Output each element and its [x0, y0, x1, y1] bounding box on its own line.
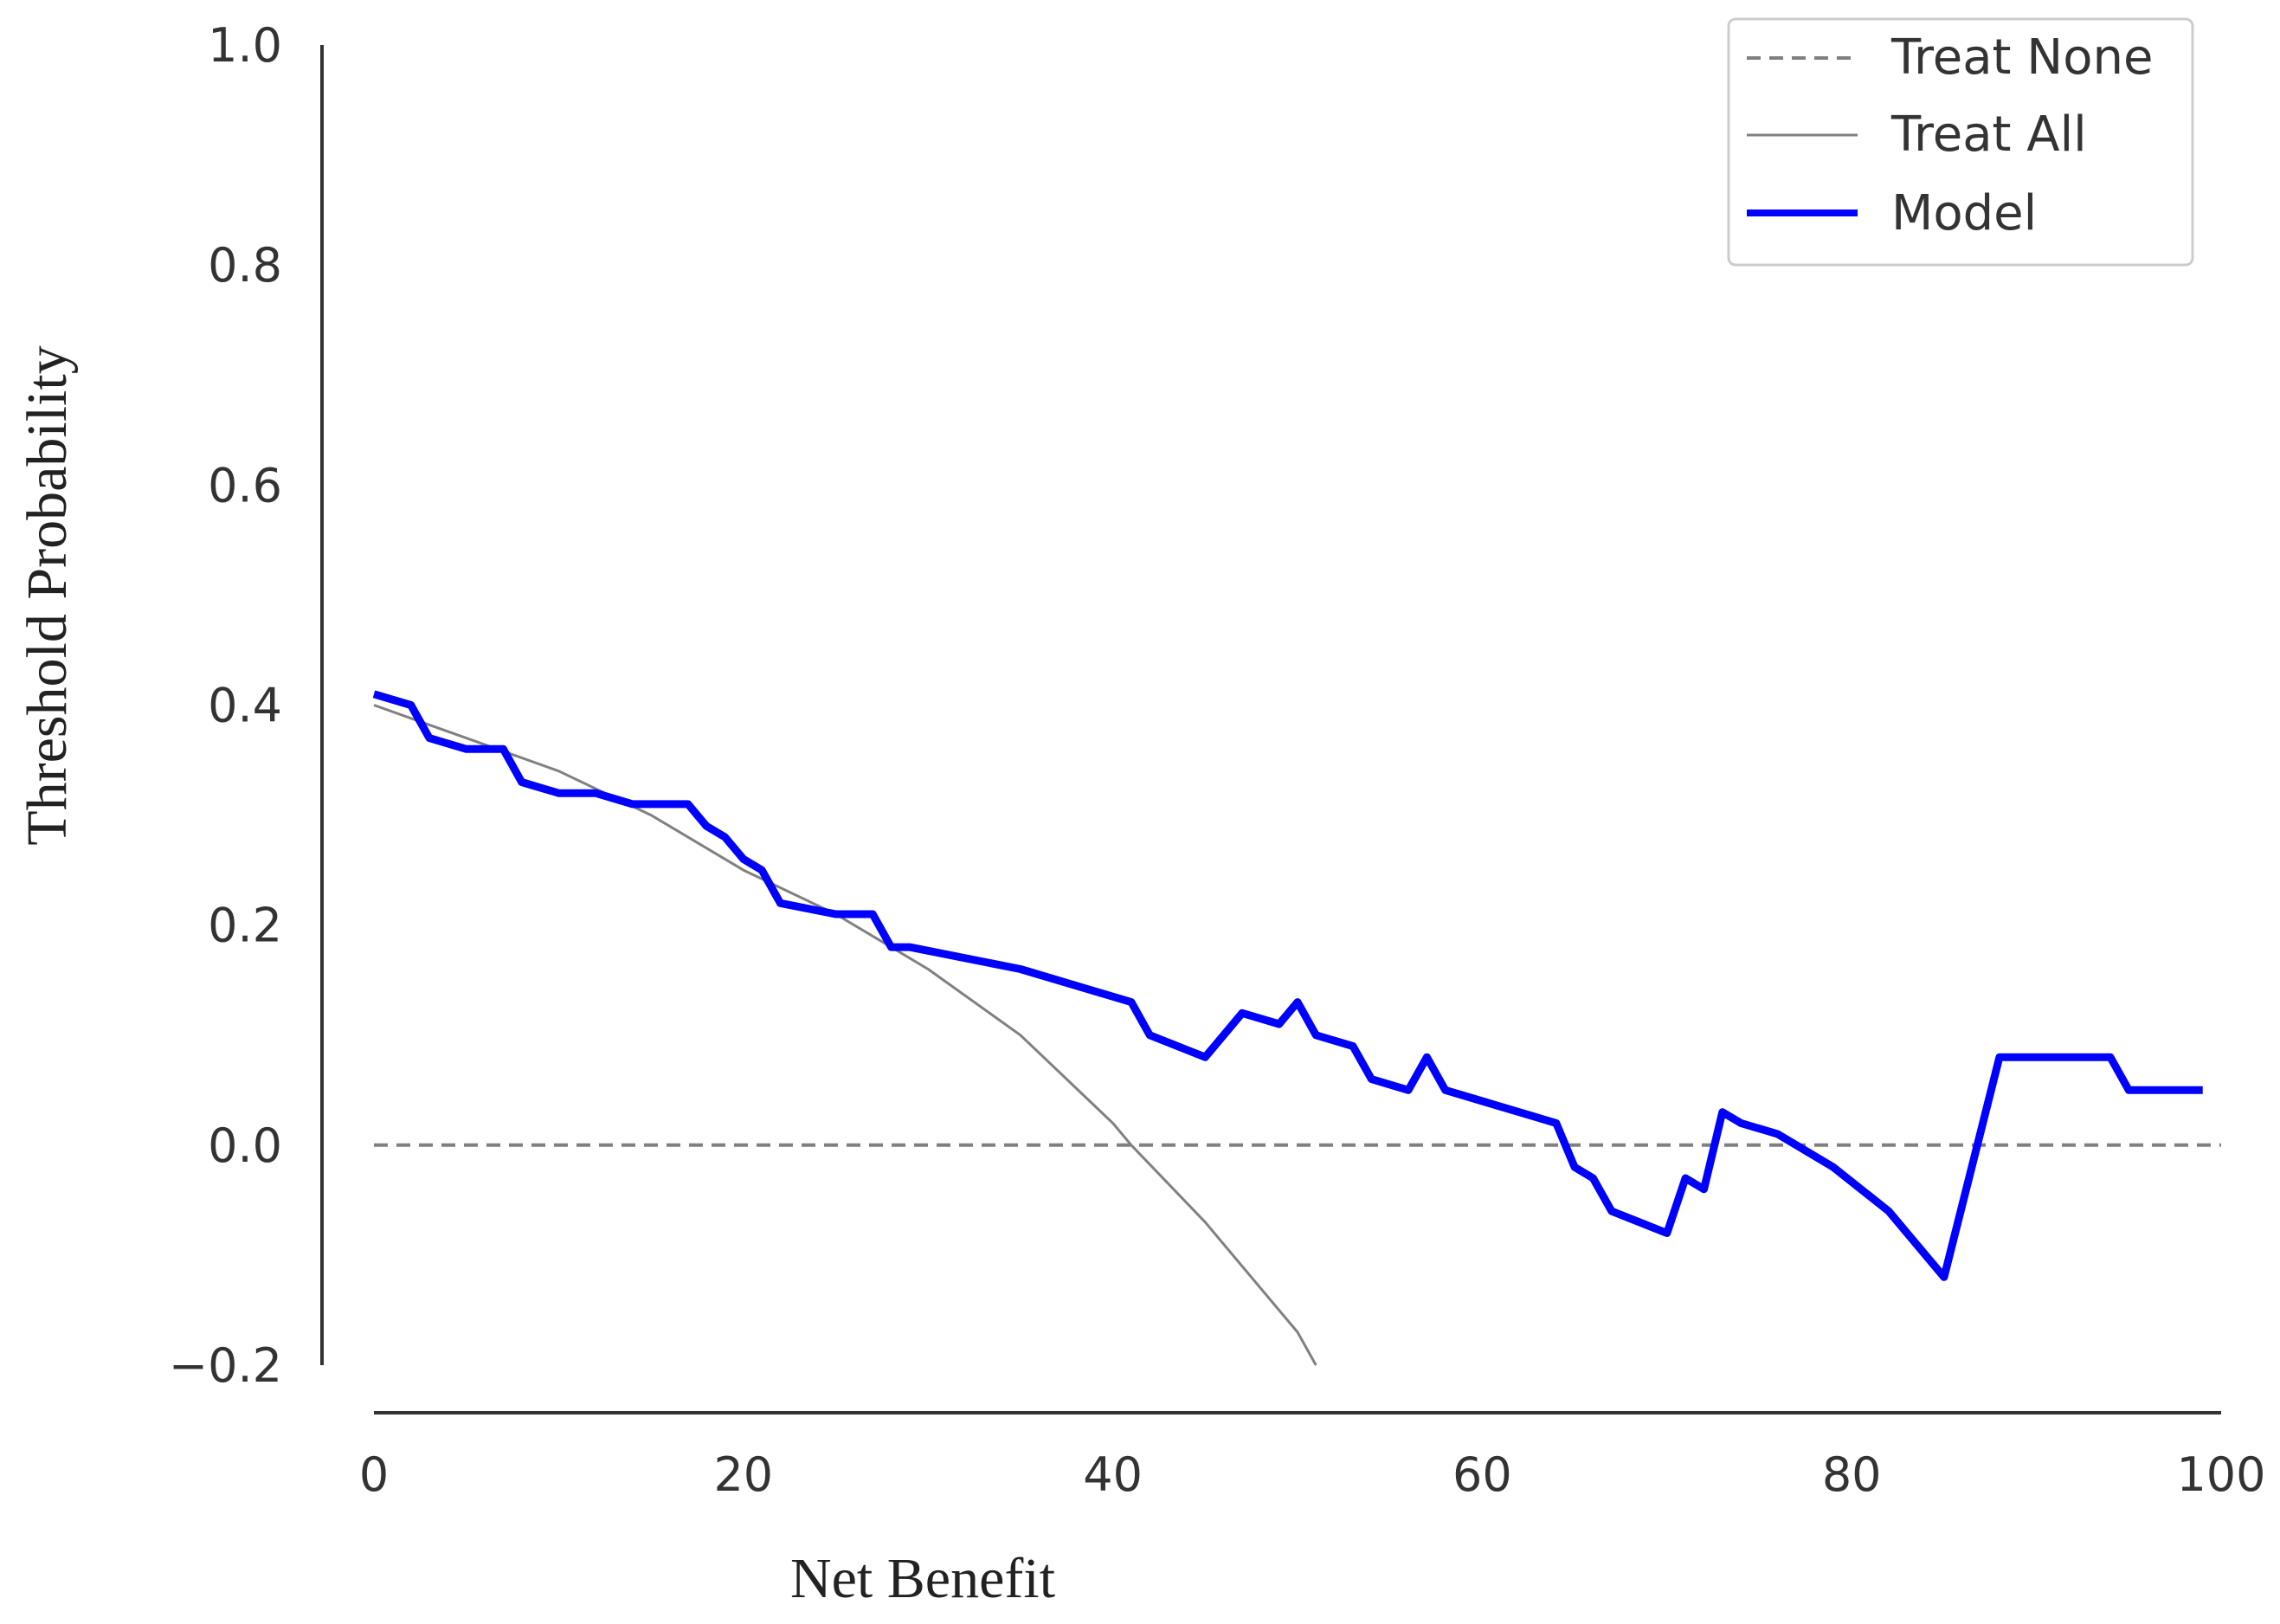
- x-tick-label: 80: [1822, 1447, 1882, 1502]
- x-tick-label: 0: [359, 1447, 389, 1502]
- x-tick-label: 60: [1452, 1447, 1512, 1502]
- x-tick-label: 40: [1083, 1447, 1143, 1502]
- series-line-treat-all: [373, 704, 1317, 1366]
- y-tick-label: 0.0: [208, 1118, 282, 1173]
- y-tick-label: −0.2: [169, 1338, 282, 1393]
- x-tick-label: 20: [713, 1447, 773, 1502]
- y-tick-label: 0.2: [208, 899, 282, 953]
- legend-label-treat-all: Treat All: [1890, 106, 2087, 163]
- y-tick-label: 0.4: [208, 679, 282, 733]
- x-tick-label: 100: [2176, 1447, 2265, 1502]
- x-axis-title: Net Benefit: [790, 1547, 1055, 1610]
- legend-box: [1727, 17, 2194, 267]
- y-tick-label: 0.8: [208, 238, 282, 293]
- y-tick-label: 1.0: [208, 18, 282, 73]
- legend: Treat None Treat All Model: [1727, 17, 2194, 267]
- legend-label-model: Model: [1891, 185, 2037, 242]
- legend-label-treat-none: Treat None: [1890, 29, 2153, 86]
- series-lines: [372, 690, 2221, 1366]
- y-axis-title: Threshold Probability: [16, 345, 79, 845]
- y-tick-label: 0.6: [208, 458, 282, 512]
- x-tick-labels: 0 20 40 60 80 100: [359, 1447, 2266, 1502]
- y-tick-labels: −0.2 0.0 0.2 0.4 0.6 0.8 1.0: [169, 18, 282, 1393]
- series-line-model: [372, 690, 2203, 1281]
- axis-spines: [320, 45, 2221, 1415]
